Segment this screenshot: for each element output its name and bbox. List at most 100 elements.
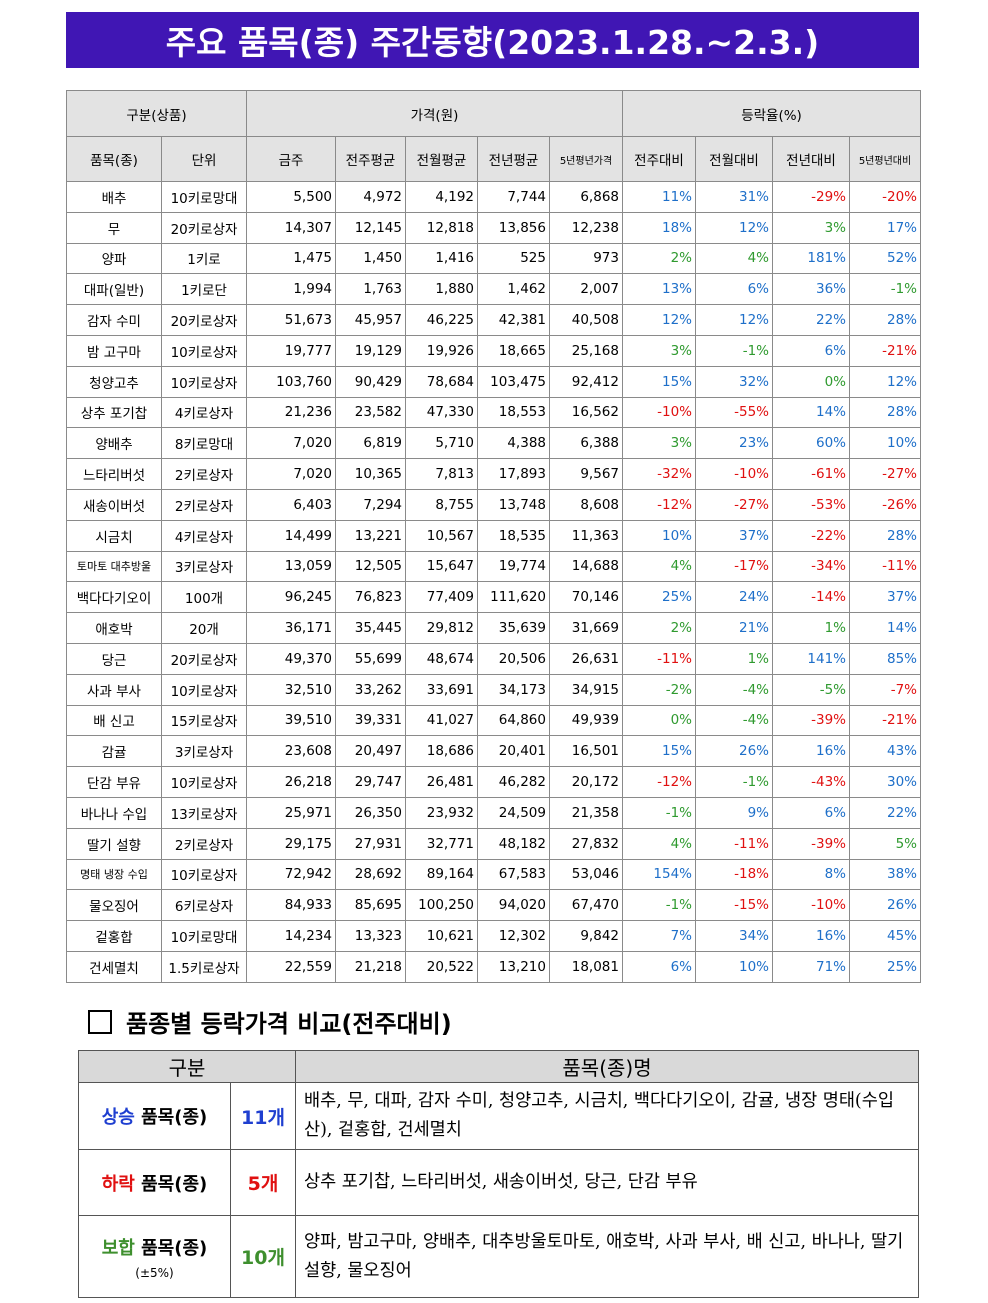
price-cell: 19,129 [335,334,406,367]
page-title: 주요 품목(종) 주간동향(2023.1.28.~2.3.) [66,12,919,68]
price-cell: 973 [549,242,623,275]
item-unit: 10키로상자 [161,365,247,398]
rate-cell: -5% [772,673,850,706]
checkbox-square-icon [88,1009,112,1034]
item-name: 딸기 설향 [66,827,162,860]
flat-items: 양파, 밤고구마, 양배추, 대추방울토마토, 애호박, 사과 부사, 배 신고… [295,1215,919,1298]
rate-cell: 28% [849,519,921,552]
rate-cell: 12% [622,304,696,336]
comparison-table: 구분 품목(종)명 상승 품목(종) 11개 배추, 무, 대파, 감자 수미,… [78,1050,919,1298]
rate-cell: 52% [849,242,921,275]
price-cell: 7,744 [477,181,550,213]
price-cell: 26,481 [405,766,478,798]
rate-cell: -29% [772,181,850,213]
price-cell: 89,164 [405,858,478,891]
item-name: 애호박 [66,612,162,644]
price-cell: 23,608 [246,735,336,768]
price-cell: 14,688 [549,550,623,583]
comparison-section-title: 품종별 등락가격 비교(전주대비) [88,1004,452,1039]
table-row: 밤 고구마 10키로상자 19,777 19,129 19,926 18,665 25,16… [66,334,921,367]
item-unit: 100개 [161,581,247,614]
price-cell: 6,388 [549,427,623,460]
rate-cell: 16% [772,920,850,952]
rate-cell: -39% [772,827,850,860]
rate-cell: -12% [622,766,696,798]
rate-cell: -4% [695,673,773,706]
rate-cell: -12% [622,488,696,521]
price-cell: 64,860 [477,704,550,737]
rate-cell: 23% [695,427,773,460]
comparison-header-category: 구분 [78,1050,296,1083]
price-cell: 20,506 [477,642,550,675]
rate-cell: 37% [849,581,921,614]
table-row: 새송이버섯 2키로상자 6,403 7,294 8,755 13,748 8,608 -12%… [66,488,921,521]
price-cell: 12,302 [477,920,550,952]
table-row: 애호박 20개 36,171 35,445 29,812 35,639 31,669 2% 21… [66,612,921,644]
table-row: 단감 부유 10키로상자 26,218 29,747 26,481 46,282 20,17… [66,766,921,798]
table-row: 물오징어 6키로상자 84,933 85,695 100,250 94,020 67,470… [66,889,921,922]
price-cell: 20,401 [477,735,550,768]
price-cell: 10,567 [405,519,478,552]
item-name: 감자 수미 [66,304,162,336]
header-vs-prev-week: 전주대비 [622,136,696,182]
price-cell: 13,856 [477,211,550,244]
price-cell: 4,192 [405,181,478,213]
item-unit: 10키로상자 [161,673,247,706]
rate-cell: 3% [622,334,696,367]
rate-cell: -1% [849,273,921,306]
price-cell: 90,429 [335,365,406,398]
down-items: 상추 포기찹, 느타리버섯, 새송이버섯, 당근, 단감 부유 [295,1149,919,1216]
rate-cell: -4% [695,704,773,737]
price-cell: 29,175 [246,827,336,860]
table-row: 배추 10키로망대 5,500 4,972 4,192 7,744 6,868 11% 31% -… [66,181,921,213]
price-cell: 77,409 [405,581,478,614]
rate-cell: 0% [622,704,696,737]
price-cell: 1,475 [246,242,336,275]
price-cell: 21,236 [246,396,336,429]
price-cell: 12,505 [335,550,406,583]
rate-cell: 6% [622,950,696,983]
rate-cell: -27% [695,488,773,521]
price-cell: 94,020 [477,889,550,922]
price-cell: 26,350 [335,796,406,829]
price-cell: 35,445 [335,612,406,644]
rate-cell: 60% [772,427,850,460]
item-unit: 4키로상자 [161,519,247,552]
rate-cell: -18% [695,858,773,891]
flat-category: 보합 품목(종) (±5%) [78,1215,231,1298]
rate-cell: 37% [695,519,773,552]
price-cell: 103,475 [477,365,550,398]
price-cell: 49,370 [246,642,336,675]
item-unit: 10키로망대 [161,181,247,213]
down-category: 하락 품목(종) [78,1149,231,1216]
rate-cell: -1% [695,766,773,798]
rate-cell: -1% [622,889,696,922]
rate-cell: 13% [622,273,696,306]
flat-range-note: (±5%) [135,1265,174,1280]
price-cell: 70,146 [549,581,623,614]
item-name: 밤 고구마 [66,334,162,367]
rate-cell: -11% [849,550,921,583]
price-cell: 7,294 [335,488,406,521]
table-row: 토마토 대추방울 3키로상자 13,059 12,505 15,647 19,774 14,… [66,550,921,583]
rate-cell: -27% [849,458,921,490]
rate-cell: -34% [772,550,850,583]
price-cell: 22,559 [246,950,336,983]
item-unit: 1키로단 [161,273,247,306]
price-cell: 8,608 [549,488,623,521]
rate-cell: -53% [772,488,850,521]
item-unit: 2키로상자 [161,827,247,860]
item-name: 당근 [66,642,162,675]
rate-cell: 22% [772,304,850,336]
price-cell: 1,763 [335,273,406,306]
item-name: 명태 냉장 수입 [66,858,162,891]
price-cell: 15,647 [405,550,478,583]
rate-cell: 30% [849,766,921,798]
price-cell: 14,307 [246,211,336,244]
header-prev-year-avg: 전년평균 [477,136,550,182]
item-unit: 20키로상자 [161,211,247,244]
price-cell: 96,245 [246,581,336,614]
header-prev-month-avg: 전월평균 [405,136,478,182]
price-cell: 34,173 [477,673,550,706]
rate-cell: -10% [622,396,696,429]
